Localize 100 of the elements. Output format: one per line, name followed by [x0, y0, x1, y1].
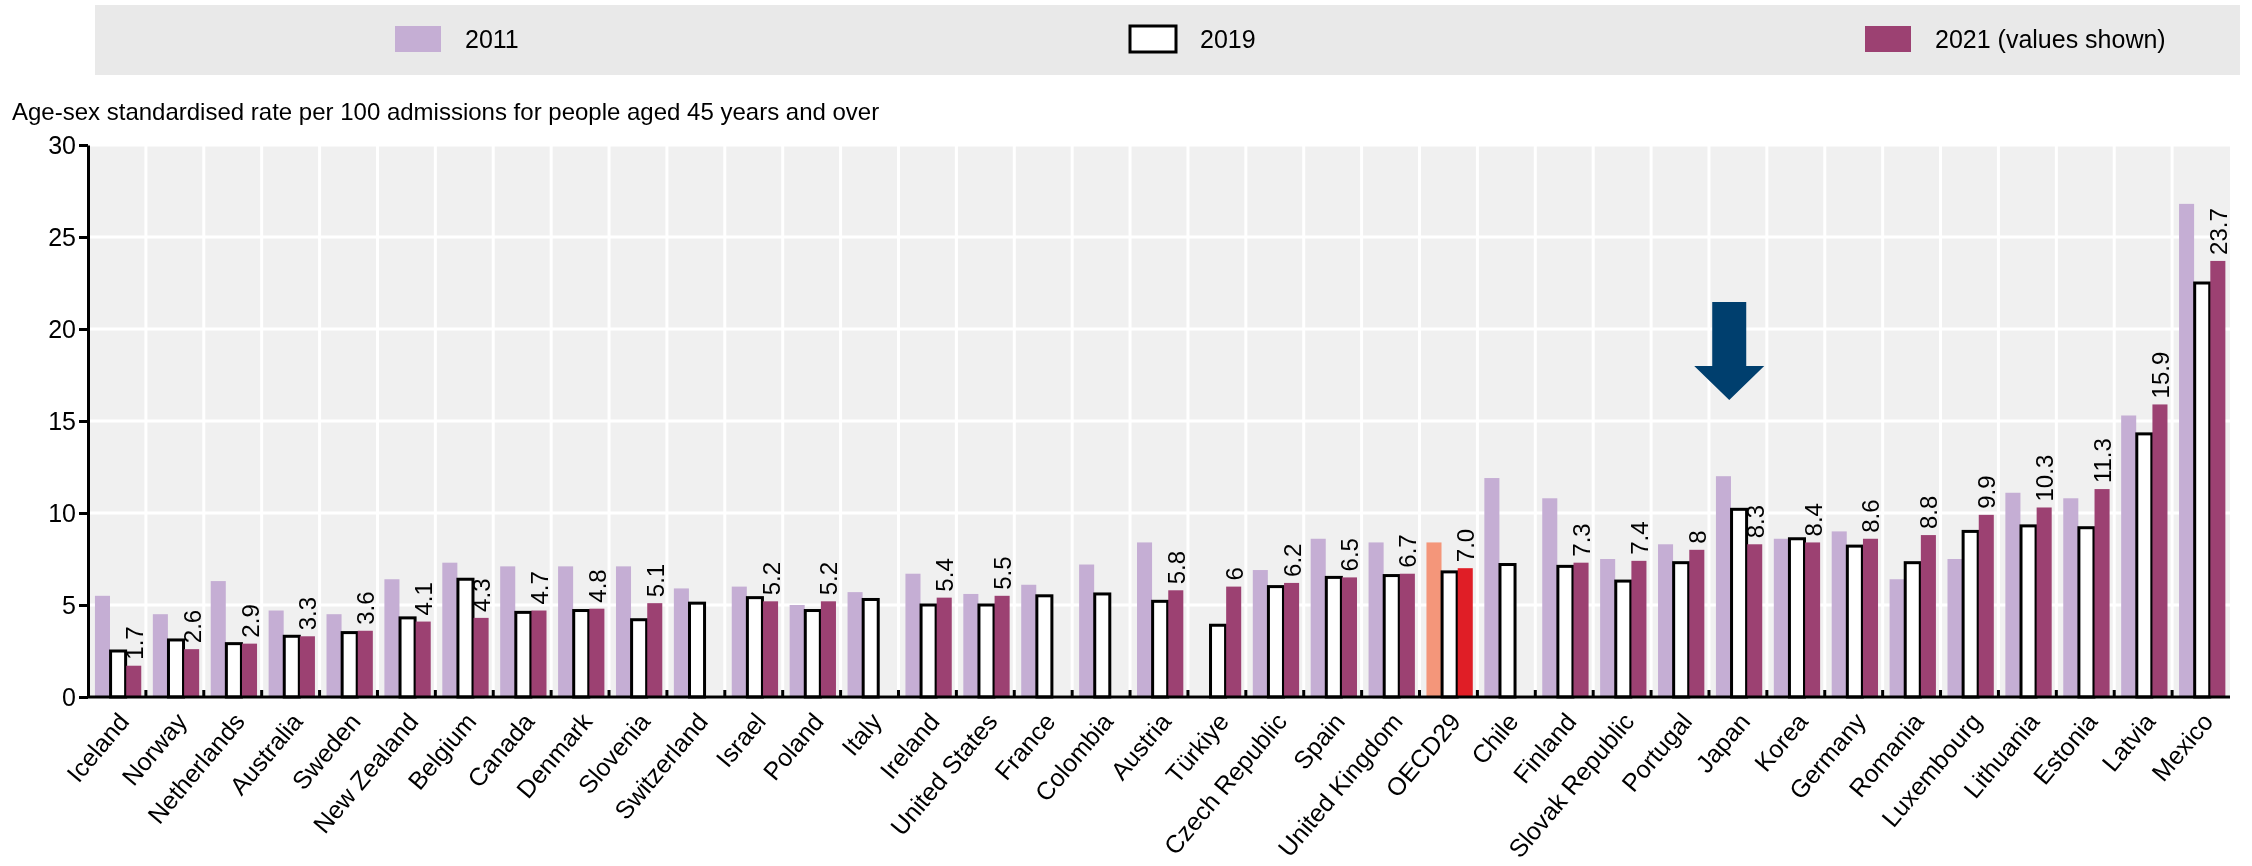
bar	[2121, 415, 2137, 697]
data-label: 5.4	[931, 558, 959, 592]
legend-label: 2021 (values shown)	[1935, 25, 2166, 53]
bar	[1226, 586, 1242, 697]
bar	[94, 595, 110, 697]
data-label: 6.5	[1336, 538, 1364, 572]
y-tick-label: 15	[48, 406, 76, 435]
bar	[1341, 577, 1357, 697]
bar	[558, 566, 574, 697]
bar	[2210, 260, 2226, 697]
bar	[1715, 476, 1731, 697]
bar	[1805, 542, 1821, 697]
bar	[184, 649, 200, 697]
bar	[415, 621, 431, 697]
bar	[1368, 542, 1384, 697]
bar	[1426, 542, 1442, 697]
bar	[1747, 544, 1763, 697]
data-label: 6.7	[1394, 534, 1422, 568]
bar	[1658, 544, 1674, 697]
data-label: 4.1	[410, 582, 438, 616]
data-label: 11.3	[2089, 438, 2117, 484]
bar	[1978, 514, 1994, 697]
bar	[1920, 535, 1936, 697]
data-label: 6	[1220, 567, 1248, 581]
bar	[357, 630, 373, 697]
data-label: 7.3	[1568, 523, 1596, 557]
bar	[1137, 542, 1153, 697]
bar	[1862, 538, 1879, 697]
bar	[442, 562, 458, 697]
bar	[1079, 564, 1095, 697]
bar	[384, 579, 400, 697]
legend-label: 2011	[465, 25, 519, 53]
data-label: 7.4	[1625, 521, 1653, 555]
bar	[615, 566, 632, 697]
bar	[500, 566, 516, 697]
data-label: 3.3	[294, 596, 322, 631]
bar	[1168, 590, 1184, 697]
bar	[210, 581, 226, 697]
y-tick-label: 10	[48, 498, 76, 527]
data-label: 5.5	[989, 556, 1017, 590]
data-label: 5.2	[815, 561, 843, 596]
data-label: 15.9	[2146, 351, 2174, 399]
data-label: 2.9	[236, 604, 264, 638]
data-label: 8	[1683, 530, 1711, 544]
bar	[1542, 498, 1558, 697]
bar	[473, 617, 489, 697]
bar	[241, 643, 258, 697]
bar	[2179, 203, 2195, 697]
data-label: 1.7	[120, 626, 148, 660]
data-label: 5.8	[1162, 550, 1190, 585]
bar	[1310, 538, 1326, 697]
bar	[731, 586, 747, 697]
data-label: 5.1	[641, 563, 669, 598]
bar	[647, 603, 663, 697]
bar	[1399, 573, 1415, 697]
y-tick-label: 20	[48, 314, 76, 343]
bar	[673, 588, 689, 697]
bar	[1889, 579, 1905, 697]
y-tick-label: 30	[48, 130, 76, 159]
bar	[1831, 531, 1847, 697]
data-label: 23.7	[2204, 208, 2232, 255]
bar	[1252, 570, 1268, 697]
y-tick-label: 25	[48, 222, 76, 251]
bar	[299, 636, 315, 697]
bar	[2005, 492, 2021, 697]
x-tick-label: Italy	[835, 707, 888, 761]
data-label: 4.3	[468, 578, 496, 612]
legend-label: 2019	[1200, 25, 1256, 53]
bar	[2036, 507, 2052, 697]
data-label: 8.6	[1857, 499, 1885, 533]
bar	[905, 573, 921, 697]
bar	[1631, 560, 1647, 697]
bar	[2063, 498, 2079, 697]
data-label: 2.6	[178, 609, 206, 644]
data-label: 10.3	[2031, 454, 2059, 502]
y-tick-label: 0	[62, 682, 76, 711]
bar	[152, 614, 168, 697]
bar	[1484, 478, 1500, 697]
y-axis-title: Age-sex standardised rate per 100 admissions for people aged 45 years and over	[12, 98, 880, 125]
bar	[763, 601, 779, 697]
bar	[1600, 559, 1616, 697]
data-label: 7.0	[1452, 528, 1480, 563]
bar	[820, 601, 836, 697]
bar	[1573, 562, 1589, 697]
data-label: 6.2	[1278, 543, 1306, 577]
bar	[1457, 568, 1473, 697]
bar	[531, 610, 547, 697]
bar	[2152, 404, 2168, 697]
bar	[936, 597, 952, 697]
bar	[994, 595, 1010, 697]
data-label: 5.2	[757, 561, 785, 596]
bar	[1021, 584, 1037, 697]
bar	[126, 665, 142, 697]
data-label: 8.8	[1915, 495, 1943, 530]
bar	[1689, 549, 1705, 697]
bar	[326, 614, 342, 697]
bar	[1773, 538, 1789, 697]
data-label: 4.7	[525, 571, 553, 605]
data-label: 3.6	[352, 591, 380, 625]
bar	[589, 608, 605, 697]
